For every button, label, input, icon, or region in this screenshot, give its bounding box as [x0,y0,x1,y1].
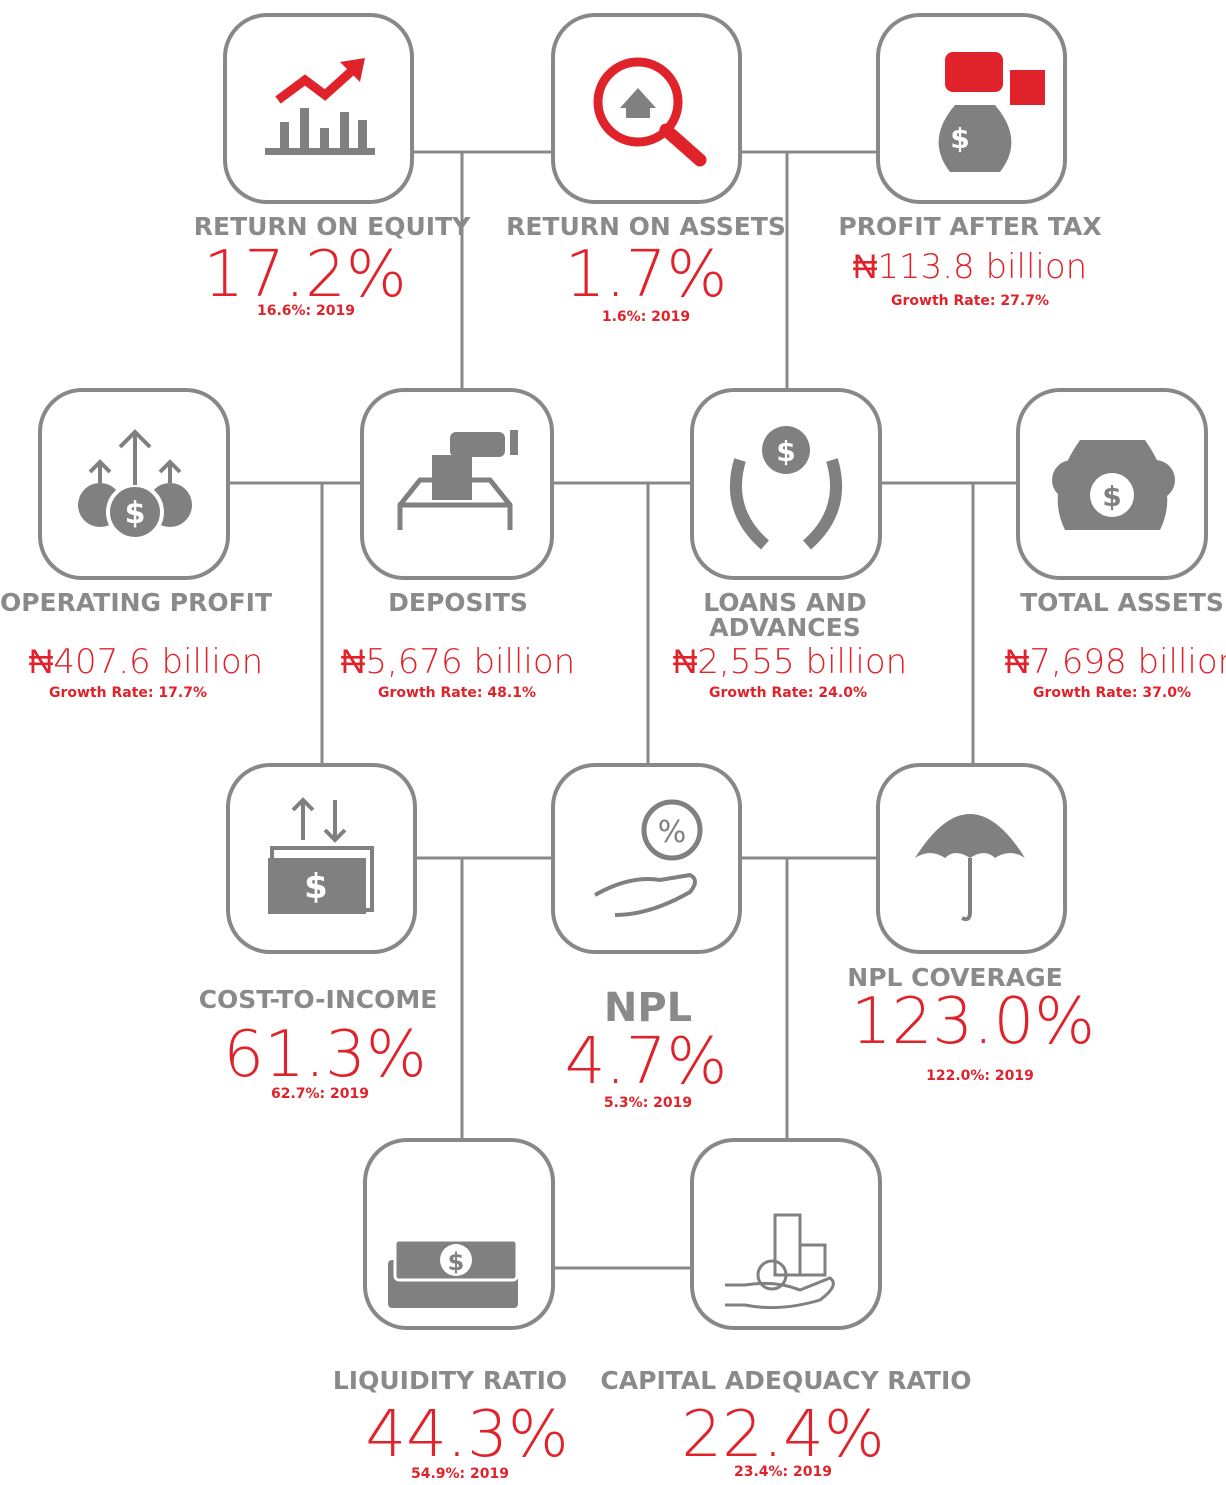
svg-text:$: $ [776,435,795,468]
metric-note: 5.3%: 2019 [603,1095,693,1111]
metric-value: ₦7,698 billion [1004,642,1226,682]
metric-title: NPL COVERAGE [847,963,1063,992]
metric-note: Growth Rate: 27.7% [891,293,1049,309]
metric-value: 1.7% [564,238,728,312]
svg-text:%: % [658,815,687,850]
svg-text:$: $ [448,1248,465,1276]
metric-title: TOTAL ASSETS [1020,588,1224,617]
icons: $ $ $ $ $ % $ [78,52,1175,1310]
svg-text:$: $ [1102,480,1121,513]
svg-text:$: $ [950,122,969,155]
metric-note: 122.0%: 2019 [926,1068,1034,1084]
metric-note: 23.4%: 2019 [733,1464,833,1480]
metric-title: DEPOSITS [388,588,528,617]
svg-text:$: $ [304,867,328,907]
metric-note: Growth Rate: 37.0% [1033,685,1191,701]
metric-title: RETURN ON ASSETS [506,212,786,241]
metric-title: LIQUIDITY RATIO [332,1366,568,1395]
metric-title: LOANS AND ADVANCES [703,588,867,642]
metric-value: ₦407.6 billion [28,642,264,682]
metric-value: 22.4% [681,1398,885,1472]
metric-title: NPL [603,985,693,1031]
metric-note: Growth Rate: 17.7% [49,685,207,701]
metric-title: CAPITAL ADEQUACY RATIO [600,1366,972,1395]
metric-title: PROFIT AFTER TAX [838,212,1102,241]
metric-note: 62.7%: 2019 [270,1086,370,1102]
metric-note: 16.6%: 2019 [256,303,356,319]
metric-title: OPERATING PROFIT [0,588,273,617]
metric-value: 61.3% [223,1018,427,1092]
metric-value: 4.7% [564,1025,728,1099]
metric-value: 123.0% [850,985,1096,1059]
metric-note: Growth Rate: 48.1% [378,685,536,701]
metric-note: 54.9%: 2019 [410,1466,510,1482]
metric-value: 44.3% [365,1398,569,1472]
metric-title: RETURN ON EQUITY [193,212,471,241]
connectors [228,150,1018,1270]
metric-note: Growth Rate: 24.0% [709,685,867,701]
metric-value: 17.2% [203,238,407,312]
metric-value: ₦113.8 billion [852,247,1088,287]
metric-title: COST-TO-INCOME [198,985,438,1014]
metric-note: 1.6%: 2019 [601,309,691,325]
svg-text:$: $ [125,496,146,531]
metric-value: ₦5,676 billion [340,642,576,682]
metric-value: ₦2,555 billion [672,642,908,682]
